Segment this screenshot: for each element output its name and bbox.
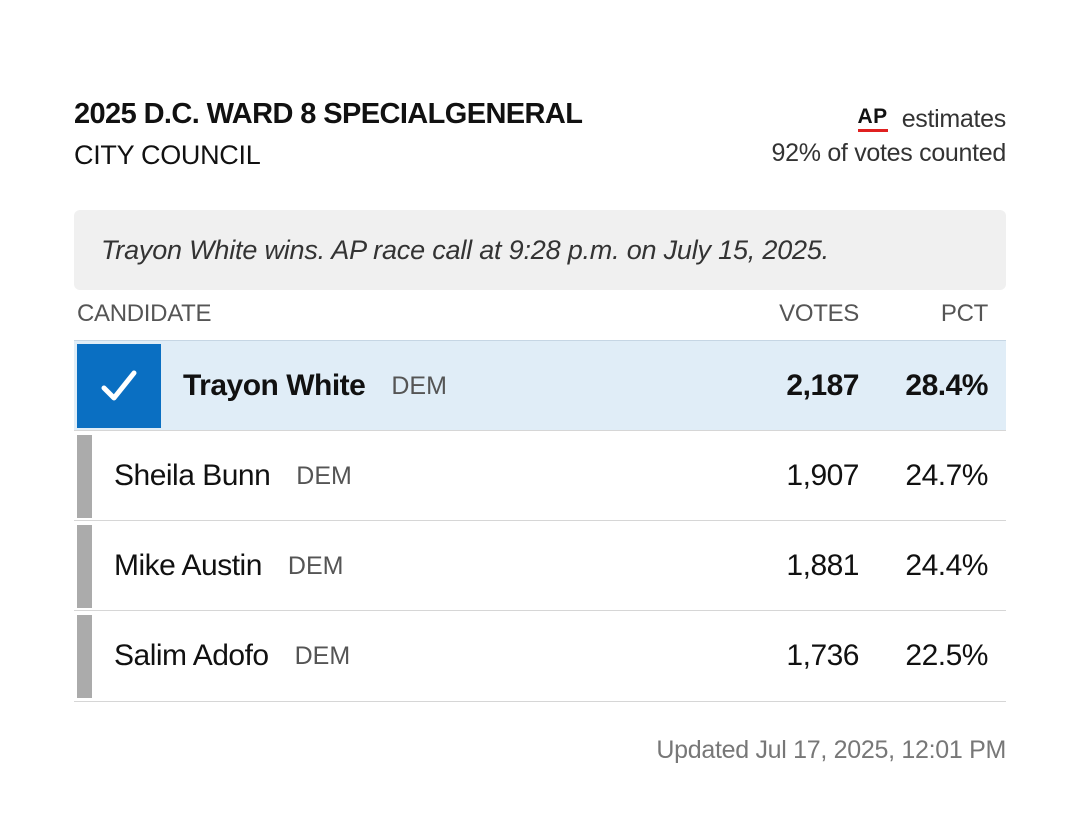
winner-badge <box>77 344 161 428</box>
table-row: Salim Adofo DEM 1,736 22.5% <box>74 610 1006 702</box>
ap-estimates-label: estimates <box>901 105 1007 133</box>
candidate-party: DEM <box>296 461 352 490</box>
column-header-votes: VOTES <box>779 300 859 327</box>
column-header-pct: PCT <box>940 300 988 327</box>
candidate-pct: 22.5% <box>905 639 988 672</box>
candidate-color-bar <box>77 525 92 608</box>
candidate-name-cell: Sheila Bunn DEM <box>114 431 352 521</box>
table-row-winner: Trayon White DEM 2,187 28.4% <box>74 340 1006 430</box>
updated-timestamp: Updated Jul 17, 2025, 12:01 PM <box>656 736 1006 765</box>
race-call-banner: Trayon White wins. AP race call at 9:28 … <box>74 210 1006 290</box>
candidate-pct: 24.7% <box>905 459 988 492</box>
candidate-name-cell: Salim Adofo DEM <box>114 611 350 701</box>
candidate-votes: 1,907 <box>786 459 859 492</box>
table-row: Sheila Bunn DEM 1,907 24.7% <box>74 430 1006 520</box>
race-title: 2025 D.C. WARD 8 SPECIALGENERAL <box>74 98 583 130</box>
candidate-votes: 2,187 <box>786 369 859 402</box>
candidate-color-bar <box>77 435 92 518</box>
ap-estimates: AP estimates 92% of votes counted <box>771 102 1007 170</box>
candidate-pct: 24.4% <box>905 549 988 582</box>
candidate-party: DEM <box>294 641 351 670</box>
candidate-party: DEM <box>391 371 447 400</box>
updated-time: Jul 17, 2025, 12:01 PM <box>755 736 1006 764</box>
candidate-color-bar <box>77 615 92 698</box>
ap-logo: AP <box>857 106 888 132</box>
candidate-votes: 1,881 <box>786 549 859 582</box>
checkmark-icon <box>101 370 137 401</box>
updated-label: Updated <box>656 736 749 764</box>
table-header: CANDIDATE VOTES PCT <box>74 296 1006 340</box>
candidate-name: Salim Adofo <box>114 639 269 672</box>
candidate-name: Mike Austin <box>114 549 262 582</box>
votes-counted: 92% of votes counted <box>771 139 1007 167</box>
results-table: Trayon White DEM 2,187 28.4% Sheila Bunn… <box>74 340 1006 702</box>
table-row: Mike Austin DEM 1,881 24.4% <box>74 520 1006 610</box>
candidate-name-cell: Trayon White DEM <box>183 341 447 431</box>
candidate-pct: 28.4% <box>905 369 988 402</box>
candidate-votes: 1,736 <box>786 639 859 672</box>
candidate-party: DEM <box>287 551 344 580</box>
race-results-widget: 2025 D.C. WARD 8 SPECIALGENERAL CITY COU… <box>74 96 1006 764</box>
candidate-name: Trayon White <box>183 369 366 402</box>
race-header: 2025 D.C. WARD 8 SPECIALGENERAL CITY COU… <box>74 96 1006 210</box>
column-header-candidate: CANDIDATE <box>77 300 212 327</box>
candidate-name: Sheila Bunn <box>114 459 271 492</box>
race-subtitle: CITY COUNCIL <box>74 140 261 170</box>
candidate-name-cell: Mike Austin DEM <box>114 521 343 611</box>
